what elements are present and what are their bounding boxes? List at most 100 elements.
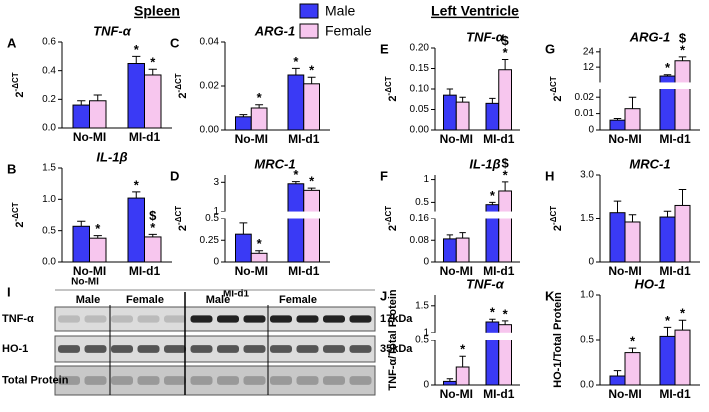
- bar: [498, 69, 512, 131]
- legend-swatch: [299, 3, 319, 19]
- panel-letter: I: [7, 284, 11, 299]
- bar: [485, 321, 500, 386]
- y-axis-label-base: 2: [177, 92, 189, 98]
- significance-mark: *: [490, 305, 496, 320]
- bar: [443, 380, 457, 386]
- x-tick-label: MI-d1: [288, 264, 320, 278]
- y-axis-label-sup: -ΔCT: [11, 72, 20, 91]
- panel-letter: B: [7, 161, 16, 176]
- bar: [127, 197, 145, 263]
- section-title: Left Ventricle: [431, 3, 519, 19]
- error-bar: [628, 214, 637, 222]
- y-axis-label-base: 2: [552, 95, 564, 101]
- bar: [624, 108, 641, 131]
- error-bar: [291, 67, 300, 75]
- panel-title: TNF-α: [466, 29, 505, 44]
- axis-break: [220, 211, 330, 219]
- y-axis-label-sup: -ΔCT: [384, 206, 393, 225]
- y-axis-label: 2-ΔCT: [549, 206, 564, 231]
- blot-band: [190, 345, 213, 353]
- error-bar: [77, 100, 86, 106]
- blot-lane: Male: [76, 294, 100, 306]
- y-tick-label: 0.0: [580, 380, 594, 391]
- significance-mark: $: [679, 30, 687, 45]
- blot-band: [323, 376, 345, 385]
- x-tick-label: MI-d1: [483, 387, 515, 401]
- significance-mark: *: [257, 90, 263, 105]
- bar: [624, 352, 641, 386]
- significance-mark: *: [630, 334, 636, 349]
- bar: [235, 233, 252, 263]
- error-bar: [93, 94, 102, 101]
- error-bar: [132, 55, 141, 64]
- error-bar: [307, 187, 316, 191]
- blot-band: [296, 345, 319, 353]
- blot-band: [243, 315, 266, 323]
- y-tick-label: 0.0: [42, 257, 56, 268]
- error-bar: [446, 234, 454, 239]
- bar: [303, 83, 320, 131]
- y-axis-label-base: 2: [14, 221, 26, 227]
- y-tick-label: 1.5: [580, 213, 594, 224]
- significance-mark: *: [460, 342, 466, 357]
- x-tick-label: No-MI: [608, 132, 641, 146]
- significance-mark: *: [665, 60, 671, 75]
- error-bar: [291, 181, 300, 184]
- blot-group: No-MI: [71, 277, 99, 288]
- legend-swatch: [299, 23, 319, 39]
- significance-mark: *: [503, 167, 509, 182]
- panel-title: TNF-α: [93, 23, 132, 38]
- y-tick-label: 0.5: [580, 335, 594, 346]
- error-bar: [307, 76, 316, 84]
- bar: [72, 104, 90, 129]
- y-tick-label: 0.04: [200, 37, 220, 48]
- blot-band: [111, 315, 133, 323]
- y-axis-label-base: HO-1/Total Protein: [552, 292, 564, 388]
- blot-band: [137, 345, 160, 353]
- bar: [455, 101, 470, 131]
- blot-band: [349, 345, 372, 353]
- y-tick-label: 0.5: [415, 197, 429, 208]
- bar: [250, 252, 268, 263]
- x-tick-label: MI-d1: [483, 132, 515, 146]
- bar: [498, 190, 512, 263]
- error-bar: [459, 232, 466, 239]
- y-tick-label: 0.0: [42, 123, 56, 134]
- bar: [609, 375, 626, 386]
- y-tick-label: 0.10: [410, 84, 430, 95]
- y-tick-label: 24: [583, 46, 595, 57]
- error-bar: [501, 181, 509, 191]
- significance-mark: *: [150, 220, 156, 235]
- blot-band: [217, 376, 239, 385]
- error-bar: [77, 220, 86, 227]
- error-bar: [613, 200, 622, 213]
- bar: [89, 100, 107, 129]
- blot-strip: [54, 306, 376, 332]
- x-tick-label: No-MI: [440, 132, 473, 146]
- blot-size: 17kDa: [380, 313, 413, 325]
- bar: [443, 94, 457, 131]
- y-tick-label: 0: [423, 257, 429, 268]
- y-tick-label: 0.5: [205, 213, 219, 224]
- bar: [287, 74, 305, 131]
- blot-band: [190, 376, 213, 385]
- x-tick-label: MI-d1: [129, 130, 161, 144]
- y-tick-label: 0.5: [415, 335, 429, 346]
- error-bar: [678, 319, 687, 331]
- panel-title: MRC-1: [629, 156, 670, 171]
- error-bar: [663, 74, 672, 77]
- x-tick-label: MI-d1: [659, 264, 691, 278]
- panel-title: IL-1β: [469, 156, 500, 171]
- blot-strip: [54, 365, 376, 396]
- error-bar: [148, 233, 157, 237]
- y-tick-label: 0: [588, 125, 594, 136]
- panel-title: MRC-1: [254, 156, 295, 171]
- blot-band: [164, 345, 186, 353]
- blot-strip: [54, 335, 376, 363]
- blot-row-label: HO-1: [2, 343, 28, 355]
- y-tick-label: 0.5: [42, 225, 56, 236]
- bar: [250, 107, 268, 131]
- error-bar: [459, 96, 466, 103]
- x-tick-label: No-MI: [73, 130, 106, 144]
